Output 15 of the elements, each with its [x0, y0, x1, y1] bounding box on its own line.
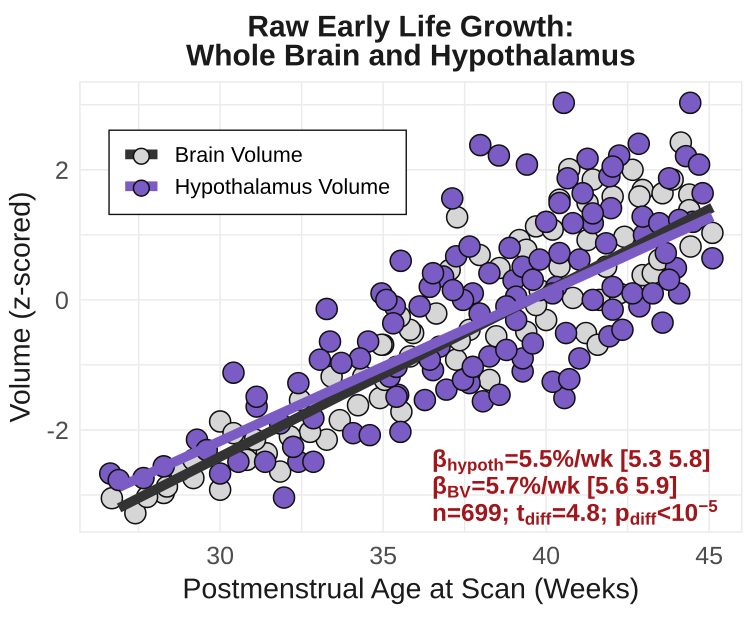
x-axis-title: Postmenstrual Age at Scan (Weeks) — [184, 578, 638, 604]
y-tick-label: 2 — [56, 161, 68, 179]
x-tick-label: 40 — [532, 546, 560, 564]
x-tick-label: 30 — [207, 546, 234, 564]
y-tick-label: 0 — [56, 291, 68, 310]
legend-label: Hypothalamus Volume — [176, 178, 390, 198]
chart-title: Raw Early Life Growth: Whole Brain and Hypothalamus — [186, 14, 634, 72]
y-axis-title: Volume (z-scored) — [8, 193, 36, 422]
x-tick-label: 45 — [696, 546, 722, 564]
y-tick-label: -2 — [48, 422, 68, 439]
x-tick-label: 35 — [370, 546, 396, 564]
annotation: β$_{BV}$=5.7%/wk [5.6 5.9] — [434, 476, 676, 499]
annotation: β$_{hypoth}$=5.5%/wk [5.3 5.8] — [434, 449, 710, 474]
annotation: n=699; t$_{diff}$=4.8; p$_{diff}$<10$^{−5}$ — [434, 500, 718, 526]
legend-label: Brain Volume — [176, 146, 302, 162]
